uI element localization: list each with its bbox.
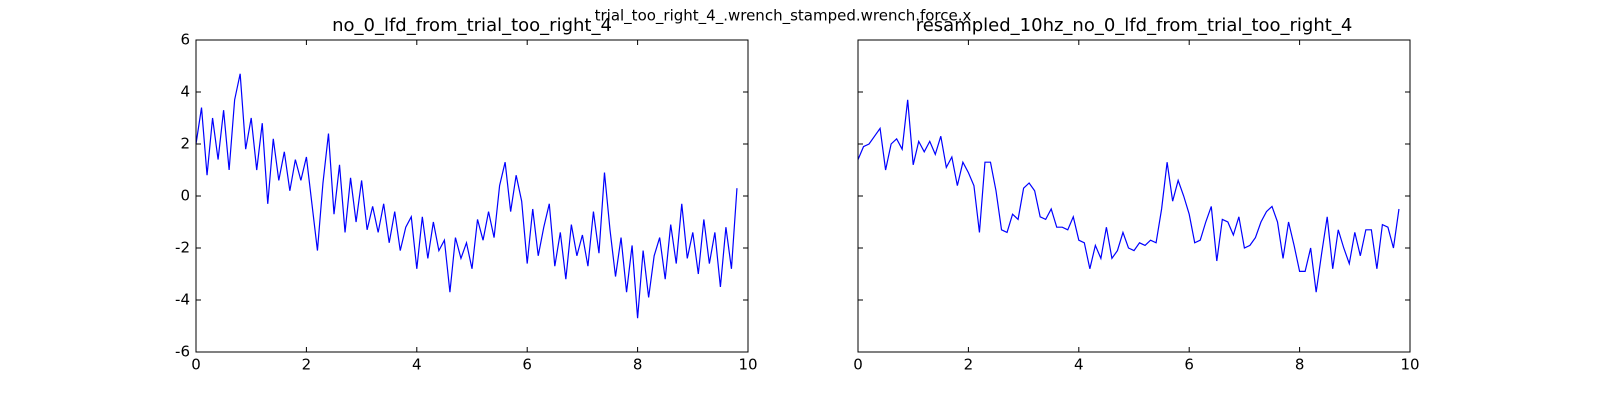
x-tick-label: 0 <box>853 356 863 374</box>
axes-frame <box>857 39 1411 353</box>
x-tick-label: 2 <box>302 356 312 374</box>
y-tick-label: -4 <box>175 291 190 309</box>
y-tick-label: 4 <box>180 83 190 101</box>
x-tick-label: 2 <box>964 356 974 374</box>
x-tick-label: 10 <box>738 356 757 374</box>
x-tick-label: 10 <box>1400 356 1419 374</box>
x-tick-label: 0 <box>191 356 201 374</box>
y-tick-label: 0 <box>180 187 190 205</box>
x-tick-label: 6 <box>1184 356 1194 374</box>
figure-title: trial_too_right_4_.wrench_stamped.wrench… <box>595 7 972 26</box>
y-tick-label: 2 <box>180 135 190 153</box>
x-tick-label: 4 <box>1074 356 1084 374</box>
x-tick-label: 6 <box>522 356 532 374</box>
y-tick-label: -2 <box>175 239 190 257</box>
data-line <box>857 99 1400 293</box>
axes-title: no_0_lfd_from_trial_too_right_4 <box>332 15 612 36</box>
x-tick-label: 8 <box>1295 356 1305 374</box>
axes-frame <box>195 39 749 353</box>
data-line <box>195 73 738 319</box>
x-tick-label: 4 <box>412 356 422 374</box>
x-tick-label: 8 <box>633 356 643 374</box>
axes-title: resampled_10hz_no_0_lfd_from_trial_too_r… <box>916 15 1353 36</box>
y-tick-label: 6 <box>180 31 190 49</box>
y-tick-label: -6 <box>175 343 190 361</box>
